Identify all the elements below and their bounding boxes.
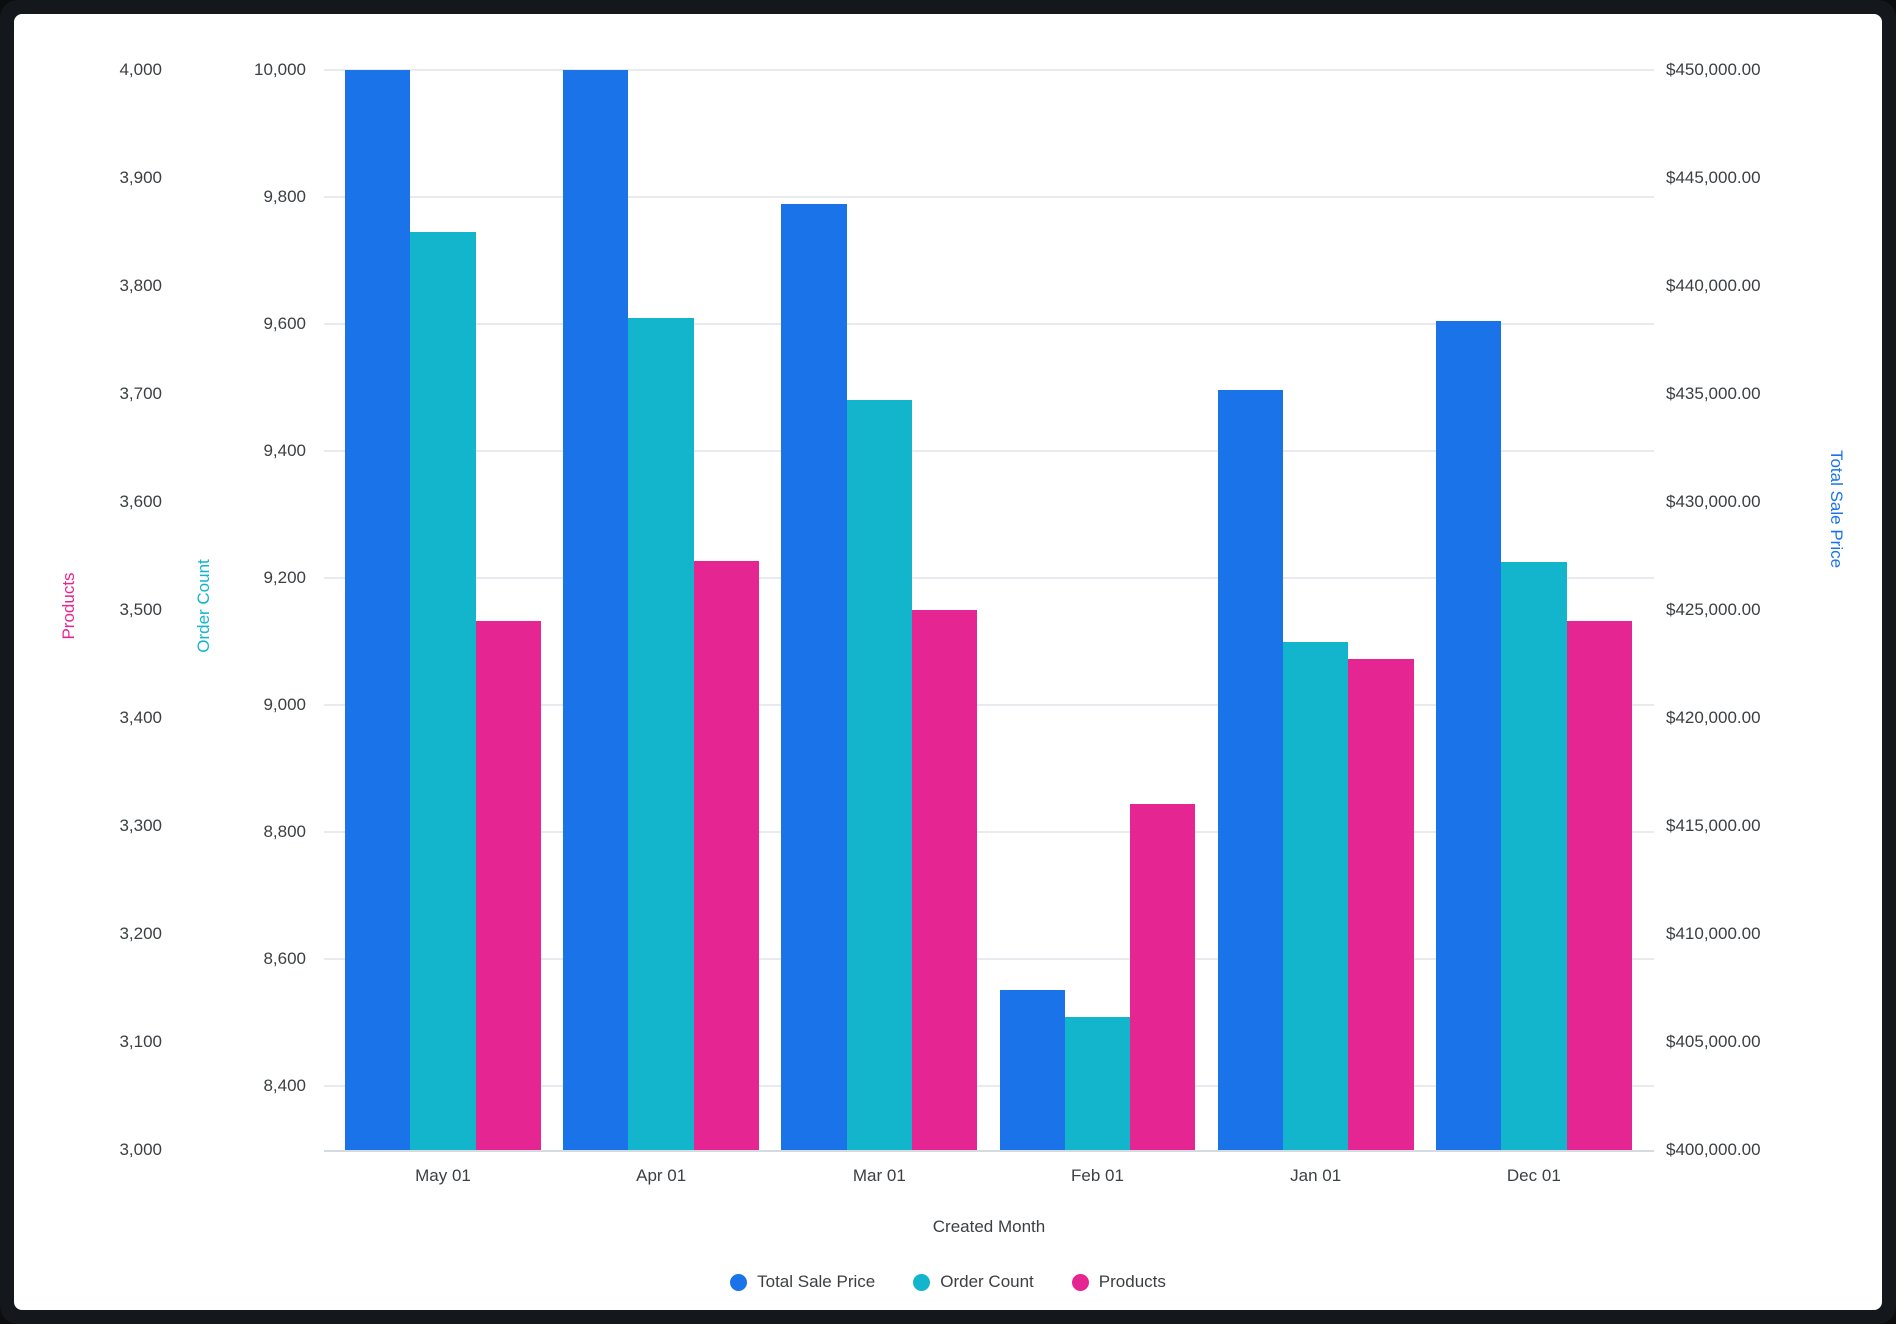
legend-item-order-count[interactable]: Order Count (913, 1272, 1034, 1292)
gridline (324, 196, 1654, 199)
legend-dot-icon (730, 1273, 748, 1291)
axis-tick-label: 3,500 (119, 600, 162, 619)
bar-group-may-01 (345, 70, 541, 1150)
axis-tick-label: 3,600 (119, 492, 162, 511)
axis-tick-label: $420,000.00 (1666, 708, 1761, 727)
axis-tick-label: 3,300 (119, 816, 162, 835)
legend: Total Sale Price Order Count Products (14, 1272, 1882, 1292)
x-axis-category-label: May 01 (415, 1166, 471, 1185)
legend-label: Total Sale Price (757, 1272, 876, 1291)
axis-tick-label: 3,200 (119, 924, 162, 943)
legend-dot-icon (913, 1273, 931, 1291)
bar-products-mar-01[interactable] (911, 610, 978, 1150)
axis-tick-label: 3,100 (119, 1032, 162, 1051)
x-axis-category-label: Mar 01 (852, 1166, 906, 1185)
axis-tick-label: 8,600 (263, 949, 306, 969)
axis-tick-label: 3,900 (119, 168, 162, 187)
axis-tick-label: 10,000 (254, 60, 306, 79)
bar-order-count-apr-01[interactable] (628, 317, 694, 1150)
bar-total-sale-price-may-01[interactable] (345, 70, 411, 1150)
legend-item-products[interactable]: Products (1071, 1272, 1166, 1292)
gridline (324, 704, 1654, 707)
gridline (324, 450, 1654, 453)
bar-group-feb-01 (999, 70, 1196, 1150)
gridline (324, 323, 1654, 326)
bar-total-sale-price-mar-01[interactable] (781, 203, 847, 1150)
axis-tick-label: 3,000 (119, 1140, 162, 1159)
bar-order-count-mar-01[interactable] (846, 400, 912, 1150)
products-axis-ticks: 4,000 3,900 3,800 3,700 3,600 3,500 3,400 3,300… (74, 60, 162, 1159)
axis-tick-label: $410,000.00 (1666, 924, 1761, 943)
x-axis-category-label: Feb 01 (1071, 1166, 1124, 1185)
bar-total-sale-price-feb-01[interactable] (999, 990, 1065, 1150)
legend-dot-icon (1071, 1273, 1089, 1291)
legend-item-total-sale-price[interactable]: Total Sale Price (730, 1272, 875, 1292)
axis-tick-label: 9,400 (263, 441, 306, 461)
x-axis-title: Created Month (932, 1217, 1046, 1236)
bar-order-count-dec-01[interactable] (1501, 562, 1567, 1150)
bar-total-sale-price-jan-01[interactable] (1217, 389, 1283, 1150)
total-sale-price-axis-title: Total Sale Price (1827, 449, 1846, 569)
axis-tick-label: 9,200 (263, 568, 306, 588)
axis-tick-label: 8,800 (263, 822, 306, 842)
bar-total-sale-price-dec-01[interactable] (1435, 320, 1502, 1150)
gridline (324, 1085, 1654, 1088)
axis-tick-label: $450,000.00 (1666, 60, 1761, 79)
bar-products-dec-01[interactable] (1566, 620, 1632, 1150)
axis-tick-label: 3,400 (119, 708, 162, 727)
axis-tick-label: 4,000 (119, 60, 162, 79)
axis-tick-label: $415,000.00 (1666, 816, 1761, 835)
gridline (324, 69, 1654, 71)
axis-tick-label: $440,000.00 (1666, 276, 1761, 295)
bar-order-count-jan-01[interactable] (1283, 641, 1349, 1150)
bar-products-feb-01[interactable] (1130, 804, 1196, 1150)
order-count-axis-title: Order Count (194, 559, 213, 653)
bar-products-may-01[interactable] (475, 620, 541, 1150)
gridline (324, 577, 1654, 580)
order-count-axis-ticks: 10,000 9,800 9,600 9,400 9,200 9,000 8,800 8,60… (214, 60, 306, 1150)
axis-tick-label: $445,000.00 (1666, 168, 1761, 187)
bar-group-apr-01 (563, 70, 760, 1150)
axis-tick-label: $430,000.00 (1666, 492, 1761, 511)
chart-card: Products Order Count Total Sale Price 4,… (14, 14, 1882, 1310)
axis-tick-label: 3,700 (119, 384, 162, 403)
gridline (324, 958, 1654, 961)
plot-area (324, 69, 1654, 1152)
bar-products-jan-01[interactable] (1348, 658, 1414, 1150)
axis-tick-label: 9,000 (263, 695, 306, 715)
x-axis-category-label: Dec 01 (1506, 1166, 1561, 1185)
axis-tick-label: $435,000.00 (1666, 384, 1761, 403)
axis-tick-label: 9,800 (263, 187, 306, 207)
axis-tick-label: $400,000.00 (1666, 1140, 1761, 1159)
legend-label: Order Count (940, 1272, 1034, 1291)
legend-label: Products (1098, 1272, 1166, 1291)
bar-total-sale-price-apr-01[interactable] (563, 70, 629, 1150)
bar-group-mar-01 (781, 70, 978, 1150)
bar-group-dec-01 (1435, 70, 1632, 1150)
bar-products-apr-01[interactable] (693, 561, 760, 1150)
bar-order-count-may-01[interactable] (410, 232, 476, 1150)
bar-order-count-feb-01[interactable] (1064, 1016, 1131, 1150)
x-axis-category-label: Apr 01 (636, 1166, 687, 1185)
total-sale-price-axis-ticks: $450,000.00 $445,000.00 $440,000.00 $435,00… (1666, 60, 1826, 1159)
axis-tick-label: $405,000.00 (1666, 1032, 1761, 1051)
axis-tick-label: 8,400 (263, 1076, 306, 1096)
bar-group-jan-01 (1217, 70, 1414, 1150)
axis-tick-label: $425,000.00 (1666, 600, 1761, 619)
gridline (324, 831, 1654, 834)
x-axis-category-label: Jan 01 (1290, 1166, 1342, 1185)
axis-tick-label: 9,600 (263, 314, 306, 334)
axis-tick-label: 3,800 (119, 276, 162, 295)
